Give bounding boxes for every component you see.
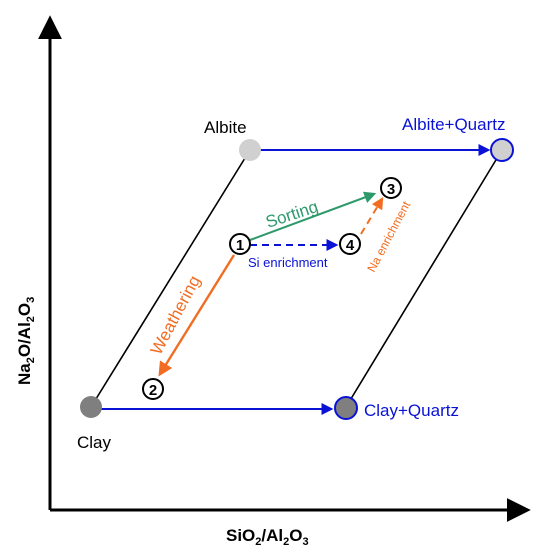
clayquartz-albitequartz-line	[345, 149, 503, 408]
weathering-arrow	[158, 254, 236, 377]
point-3-number: 3	[387, 181, 395, 198]
point-1-circle	[229, 233, 251, 255]
point-2: 2	[142, 378, 164, 400]
clay-marker	[80, 396, 102, 418]
clay-quartz-marker	[334, 396, 358, 420]
clay-quartz-label: Clay+Quartz	[364, 401, 459, 420]
albite-label: Albite	[204, 118, 247, 137]
y-axis-label: Na2O/Al2O3	[15, 297, 37, 385]
clay-label: Clay	[77, 433, 112, 452]
point-4-number: 4	[346, 237, 355, 254]
sorting-arrow	[249, 191, 377, 241]
albite-marker	[239, 139, 261, 161]
na-enrichment-arrow	[360, 196, 384, 235]
point-4-circle	[339, 233, 361, 255]
point-1-number: 1	[236, 237, 244, 254]
point-3-circle	[380, 177, 402, 199]
albite-quartz-marker	[490, 138, 514, 162]
clay-albite-line	[90, 149, 251, 408]
si-enrichment-label: Si enrichment	[248, 255, 328, 270]
x-axis-label: SiO2/Al2O3	[226, 526, 309, 548]
point-2-number: 2	[149, 382, 157, 399]
point-1: 1	[229, 233, 251, 255]
sorting-label: Sorting	[263, 197, 320, 232]
point-2-circle	[142, 378, 164, 400]
point-4: 4	[339, 233, 361, 255]
point-3: 3	[380, 177, 402, 199]
albite-quartz-label: Albite+Quartz	[402, 115, 505, 134]
na-enrichment-label: Na enrichment	[364, 198, 413, 274]
